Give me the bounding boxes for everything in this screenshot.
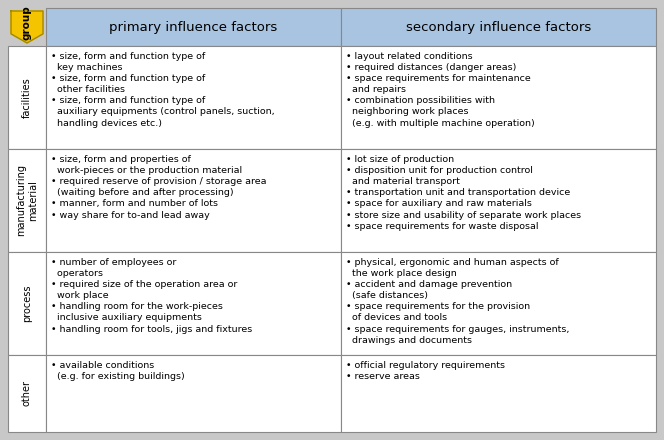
Bar	[341, 8, 656, 46]
Text: • lot size of production
• disposition unit for production control
  and materia: • lot size of production • disposition u…	[346, 155, 581, 231]
Text: secondary influence factors: secondary influence factors	[406, 21, 591, 33]
Bar	[341, 355, 656, 432]
Bar	[46, 355, 341, 432]
Bar	[8, 149, 46, 252]
Text: • layout related conditions
• required distances (danger areas)
• space requirem: • layout related conditions • required d…	[346, 52, 535, 128]
Bar	[8, 252, 46, 355]
Bar	[341, 149, 656, 252]
Bar	[341, 252, 656, 355]
Bar	[46, 252, 341, 355]
Text: • size, form and properties of
  work-pieces or the production material
• requir: • size, form and properties of work-piec…	[51, 155, 266, 220]
Text: • number of employees or
  operators
• required size of the operation area or
  : • number of employees or operators • req…	[51, 258, 252, 334]
Text: process: process	[22, 285, 32, 322]
Text: manufacturing
material: manufacturing material	[16, 165, 38, 236]
Bar	[46, 46, 341, 149]
Bar	[341, 46, 656, 149]
Text: • physical, ergonomic and human aspects of
  the work place design
• accident an: • physical, ergonomic and human aspects …	[346, 258, 569, 345]
Text: other: other	[22, 381, 32, 407]
Polygon shape	[11, 11, 43, 43]
Text: group: group	[22, 5, 32, 40]
Text: primary influence factors: primary influence factors	[110, 21, 278, 33]
Bar	[46, 8, 341, 46]
Bar	[8, 46, 46, 149]
Text: • size, form and function type of
  key machines
• size, form and function type : • size, form and function type of key ma…	[51, 52, 275, 128]
Bar	[46, 149, 341, 252]
Text: • available conditions
  (e.g. for existing buildings): • available conditions (e.g. for existin…	[51, 361, 185, 381]
Bar	[8, 355, 46, 432]
Text: facilities: facilities	[22, 77, 32, 118]
Text: • official regulatory requirements
• reserve areas: • official regulatory requirements • res…	[346, 361, 505, 381]
